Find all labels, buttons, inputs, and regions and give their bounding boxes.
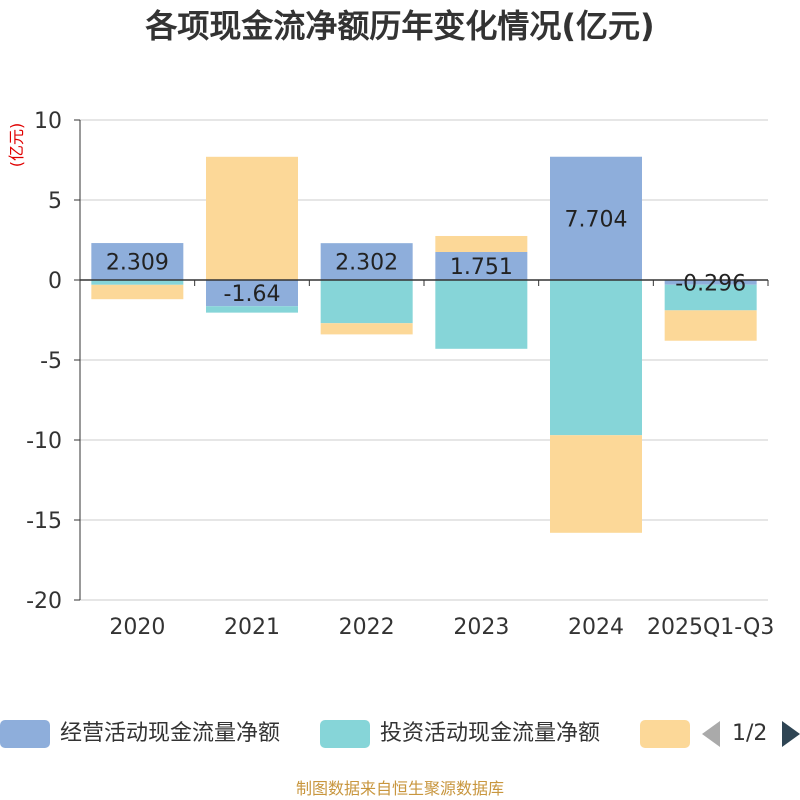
x-tick-label-2024: 2024 xyxy=(568,615,624,640)
legend-label-investing: 投资活动现金流量净额 xyxy=(380,721,601,746)
data-label-2025Q1-Q3: -0.296 xyxy=(675,271,746,296)
bar-series0-2024 xyxy=(550,156,642,280)
bar-series1-2025Q1-Q3 xyxy=(664,284,757,311)
legend-swatch-operating xyxy=(0,720,50,748)
data-label-2024: 7.704 xyxy=(565,207,628,232)
stacked-bar-chart: 10 5 0 -5 -10 -15 -20 (亿元) 2020 2021 2022 2023 2024 2… xyxy=(7,109,774,640)
x-tick-label-2021: 2021 xyxy=(224,615,280,640)
bar-series2-2021 xyxy=(206,156,298,280)
bar-series1-2021 xyxy=(206,306,298,313)
bar-series0-2022 xyxy=(320,243,413,280)
x-tick-label-2020: 2020 xyxy=(109,615,165,640)
data-label-2023: 1.751 xyxy=(450,255,513,280)
bar-series2-2022 xyxy=(320,323,413,335)
y-tick-label: -15 xyxy=(26,509,62,534)
bar-series0-2021 xyxy=(206,280,298,307)
y-tick-label: 0 xyxy=(48,269,62,294)
bar-series2-2024 xyxy=(550,435,642,533)
pager-next-icon[interactable] xyxy=(782,721,800,747)
legend-swatch-investing xyxy=(320,720,370,748)
data-label-2020: 2.309 xyxy=(106,251,169,276)
data-label-2021: -1.64 xyxy=(224,282,281,307)
y-tick-label: -10 xyxy=(26,429,62,454)
legend-swatch-financing xyxy=(640,720,690,748)
bar-series1-2023 xyxy=(435,280,528,349)
pager-prev-icon[interactable] xyxy=(702,721,720,747)
x-tick-label-2022: 2022 xyxy=(339,615,395,640)
pager-text: 1/2 xyxy=(732,721,768,746)
data-label-2022: 2.302 xyxy=(335,251,398,276)
bar-series1-2020 xyxy=(91,280,184,285)
legend: 经营活动现金流量净额 投资活动现金流量净额 1/2 xyxy=(0,712,800,756)
bar-series2-2025Q1-Q3 xyxy=(664,310,757,341)
y-axis-label: (亿元) xyxy=(7,123,26,168)
y-tick-label: -20 xyxy=(26,589,62,614)
y-tick-label: 5 xyxy=(48,189,62,214)
bar-series2-2023 xyxy=(435,235,528,252)
source-note: 制图数据来自恒生聚源数据库 xyxy=(295,779,504,798)
x-tick-label-2023: 2023 xyxy=(453,615,509,640)
bar-series1-2022 xyxy=(320,280,413,324)
bar-series0-2025Q1-Q3 xyxy=(664,280,757,285)
x-tick-label-2025Q1-Q3: 2025Q1-Q3 xyxy=(647,615,774,640)
y-tick-label: -5 xyxy=(40,349,62,374)
bar-series0-2020 xyxy=(91,243,184,280)
bar-series0-2023 xyxy=(435,251,528,280)
bar-series2-2020 xyxy=(91,284,184,300)
legend-label-operating: 经营活动现金流量净额 xyxy=(60,721,281,746)
chart-title: 各项现金流净额历年变化情况(亿元) xyxy=(145,7,655,45)
bar-series1-2024 xyxy=(550,280,642,436)
y-tick-label: 10 xyxy=(34,109,62,134)
